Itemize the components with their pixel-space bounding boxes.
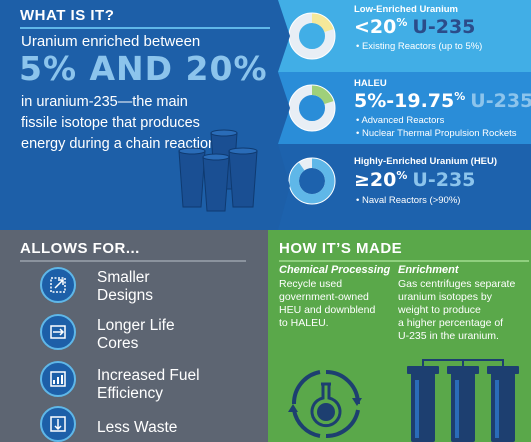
enrichment-heading: Enrichment: [398, 264, 459, 276]
level-leu: Low-Enriched Uranium <20% U-235 • Existin…: [278, 0, 531, 72]
level-title: Highly-Enriched Uranium (HEU): [354, 156, 498, 167]
level-title: HALEU: [354, 78, 387, 89]
level-range: 5%-19.75% U-235: [354, 90, 531, 112]
recycle-flask-icon: [288, 370, 362, 439]
donut-leu: [288, 12, 336, 60]
chemical-processing-heading: Chemical Processing: [279, 264, 391, 276]
level-bullet: • Existing Reactors (up to 5%): [356, 41, 483, 52]
level-range: <20% U-235: [354, 16, 476, 38]
chevron-connectors: [270, 0, 290, 230]
level-haleu: HALEU 5%-19.75% U-235 • Advanced Reactors…: [278, 72, 531, 144]
level-heu: Highly-Enriched Uranium (HEU) ≥20% U-235 …: [278, 144, 531, 230]
arrow-right-icon: [40, 314, 76, 350]
chemical-processing-text: Recycle used government-owned HEU and do…: [279, 278, 376, 329]
allows-for-title: ALLOWS FOR...: [20, 240, 140, 257]
level-bullet: • Naval Reactors (>90%): [356, 195, 461, 206]
what-is-it-title: WHAT IS IT?: [20, 7, 115, 24]
feature-fuel-efficiency: Increased Fuel Efficiency: [97, 367, 200, 402]
expand-icon: [40, 267, 76, 303]
enrichment-levels-panel: Low-Enriched Uranium <20% U-235 • Existin…: [278, 0, 531, 230]
donut-outline: [288, 157, 336, 205]
what-is-it-panel: WHAT IS IT? Uranium enriched between 5% …: [0, 0, 282, 230]
enrichment-range: 5% AND 20%: [19, 49, 268, 88]
allows-for-panel: ALLOWS FOR... Smaller Designs Longer Life…: [0, 230, 268, 442]
title-underline: [279, 260, 529, 262]
donut-heu: [288, 157, 336, 205]
level-bullet: • Nuclear Thermal Propulsion Rockets: [356, 128, 517, 139]
level-bullet: • Advanced Reactors: [356, 115, 445, 126]
gas-centrifuges-icon: [407, 359, 519, 442]
feature-smaller-designs: Smaller Designs: [97, 269, 153, 304]
how-its-made-title: HOW IT’S MADE: [279, 240, 403, 257]
feature-less-waste: Less Waste: [97, 419, 178, 436]
donut-highlight: [289, 85, 335, 131]
enrichment-text: Gas centrifuges separate uranium isotope…: [398, 278, 516, 342]
intro-line: Uranium enriched between: [21, 33, 201, 50]
donut-highlight: [289, 13, 335, 59]
donut-highlight: [289, 158, 335, 204]
donut-haleu: [288, 84, 336, 132]
level-title: Low-Enriched Uranium: [354, 4, 458, 15]
level-range: ≥20% U-235: [354, 169, 476, 191]
title-underline: [20, 27, 282, 29]
fuel-pellets-icon: [178, 129, 258, 212]
feature-longer-life: Longer Life Cores: [97, 317, 175, 352]
title-underline: [20, 260, 246, 262]
arrow-down-icon: [40, 406, 76, 442]
intro-body: in uranium-235—the main fissile isotope …: [21, 94, 221, 152]
bar-chart-up-icon: [40, 361, 76, 397]
how-its-made-panel: HOW IT’S MADE Chemical Processing Recycl…: [268, 230, 531, 442]
